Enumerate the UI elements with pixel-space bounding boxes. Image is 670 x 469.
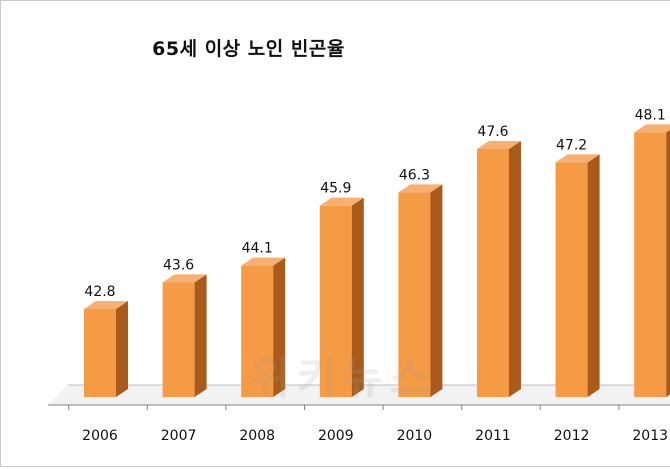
bar-front — [634, 132, 667, 397]
x-tick-label: 2010 — [397, 428, 433, 444]
bar-front — [555, 162, 588, 397]
x-tick-label: 2013 — [632, 428, 668, 444]
bar-top — [477, 141, 521, 150]
bar-front — [477, 149, 509, 397]
bar-top — [634, 124, 670, 133]
bar-front — [398, 192, 431, 397]
bar-top — [162, 274, 207, 283]
bar-front — [84, 309, 116, 397]
bar-top — [84, 301, 128, 309]
bar-top — [398, 184, 443, 193]
bar-side — [509, 141, 521, 397]
bar-side — [587, 154, 600, 397]
data-label: 45.9 — [320, 181, 351, 197]
x-tick-label: 2012 — [554, 428, 590, 444]
bar-side — [351, 197, 364, 397]
data-label: 48.1 — [635, 107, 666, 123]
bar-side — [430, 184, 443, 397]
bar-top — [241, 257, 286, 266]
bar-front — [241, 265, 274, 397]
data-label: 46.3 — [399, 167, 430, 183]
bar-side — [194, 274, 207, 397]
data-label: 44.1 — [242, 241, 273, 257]
data-label: 47.6 — [477, 124, 508, 140]
data-label: 42.8 — [84, 284, 115, 300]
x-tick-label: 2006 — [82, 428, 118, 444]
x-tick-label: 2011 — [475, 428, 511, 444]
data-label: 43.6 — [163, 257, 194, 273]
x-tick-label: 2007 — [161, 428, 197, 444]
x-tick-label: 2009 — [318, 428, 354, 444]
bar-top — [319, 197, 364, 206]
chart-title: 65세 이상 노인 빈곤율 — [152, 38, 345, 60]
bar-side — [116, 301, 128, 397]
data-label: 47.2 — [556, 137, 587, 153]
bar-top — [555, 154, 600, 163]
x-tick-label: 2008 — [239, 428, 275, 444]
bar-side — [273, 257, 286, 397]
bar-front — [162, 282, 195, 397]
bar-side — [666, 129, 670, 397]
bar-front — [319, 205, 352, 397]
